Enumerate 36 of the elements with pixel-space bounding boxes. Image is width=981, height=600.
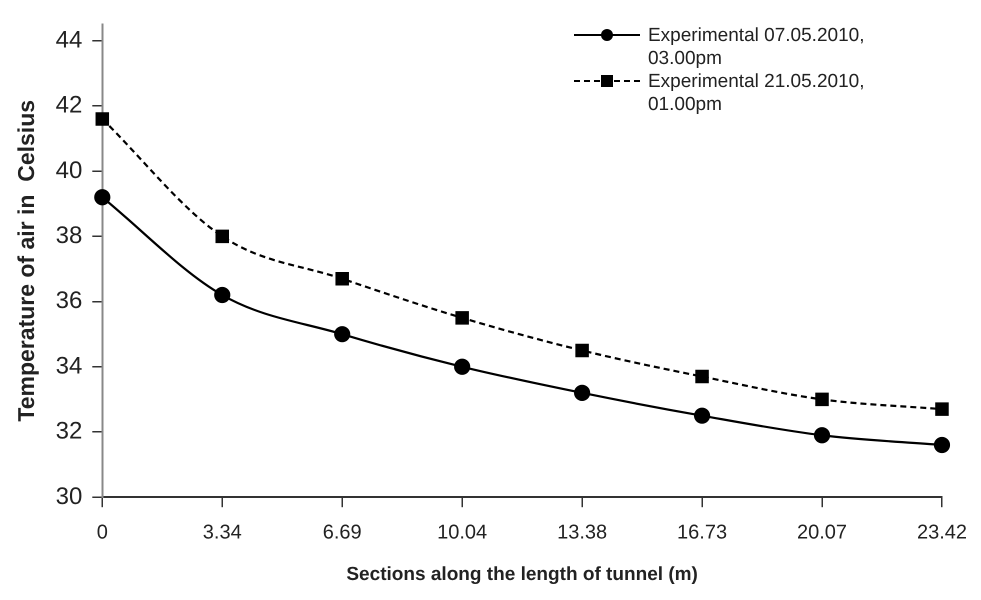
x-tick-label: 6.69 [322,522,362,544]
y-tick-label: 40 [56,156,82,184]
point [214,286,230,304]
point [695,370,709,384]
y-tick-label: 38 [56,222,82,249]
point [96,112,110,126]
y-tick-label: 34 [56,352,82,380]
x-tick-label: 3.34 [202,522,242,544]
point [575,344,589,358]
x-tick-label: 10.04 [437,522,488,544]
point [335,272,349,286]
x-tick-label: 0 [96,522,108,544]
x-tick-label: 16.73 [677,522,728,544]
x-tick-label: 13.38 [557,522,608,544]
point [334,326,350,342]
point [815,392,829,406]
y-axis-title: Temperature of air in Celsius [13,100,40,422]
point [935,402,949,416]
legend-label: Experimental 21.05.2010, 01.00pm [648,70,866,116]
point [215,230,230,244]
x-tick-label: 20.07 [796,522,848,544]
x-tick-label: 23.42 [916,522,968,544]
y-tick-label: 32 [56,418,82,445]
point [455,311,469,325]
y-tick-label: 44 [56,26,82,54]
point [454,358,470,375]
point [814,427,830,444]
point [934,436,950,454]
point [574,384,590,401]
legend-label: Experimental 07.05.2010, 03.00pm [648,24,866,70]
y-tick-label: 36 [56,287,82,314]
point [694,408,710,424]
y-tick-label: 30 [56,482,82,510]
y-tick-label: 42 [56,92,82,119]
point [94,189,110,206]
x-axis-title: Sections along the length of tunnel (m) [346,564,698,585]
